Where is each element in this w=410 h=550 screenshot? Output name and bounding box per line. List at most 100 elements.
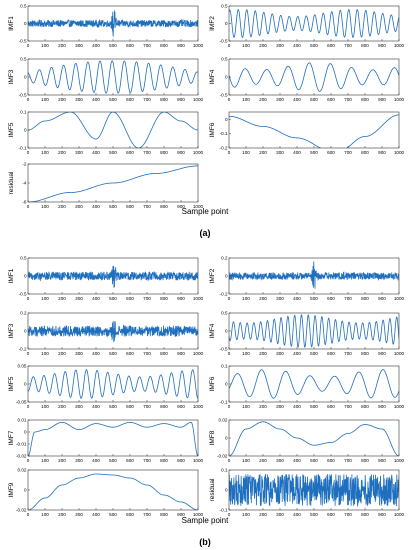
xtick-label: 0 xyxy=(27,150,30,155)
xtick-label: 500 xyxy=(310,97,318,102)
xtick-label: 800 xyxy=(160,97,168,102)
subplot-b-imf4: 0 100 200 300 400 500 600 700 800 900 1000-0.500.5… xyxy=(209,311,405,356)
ytick-label: -0.5 xyxy=(220,93,228,98)
xtick-label: 300 xyxy=(75,404,83,409)
ytick-label: 0.2 xyxy=(20,311,27,316)
xtick-label: 600 xyxy=(126,43,134,48)
xtick-label: 900 xyxy=(177,296,185,301)
xtick-label: 800 xyxy=(160,404,168,409)
xtick-label: 900 xyxy=(177,204,185,209)
ytick-label: 0.5 xyxy=(221,311,228,316)
ylabel-b-imf2: IMF2 xyxy=(209,268,216,283)
xtick-label: 600 xyxy=(126,458,134,463)
xtick-label: 400 xyxy=(92,458,100,463)
ylabel-a-imf6: IMF6 xyxy=(209,122,216,137)
xtick-label: 800 xyxy=(160,458,168,463)
xtick-label: 400 xyxy=(92,512,100,517)
ytick-label: 0 xyxy=(24,488,27,493)
xtick-label: 600 xyxy=(327,296,335,301)
xtick-label: 0 xyxy=(27,204,30,209)
xtick-label: 100 xyxy=(242,458,250,463)
subplot-a-imf4: 0 100 200 300 400 500 600 700 800 900 1000-0.500.5… xyxy=(209,57,405,102)
ytick-label: 0.5 xyxy=(221,57,228,62)
xtick-label: 100 xyxy=(242,351,250,356)
xtick-label: 0 xyxy=(228,150,231,155)
series-line-a-residual xyxy=(28,165,198,202)
ytick-label: -0.01 xyxy=(16,442,27,447)
subplot-b-imf1: 0 100 200 300 400 500 600 700 800 900 1000-0.500.5… xyxy=(8,256,204,301)
xtick-label: 100 xyxy=(242,43,250,48)
xtick-label: 1000 xyxy=(394,296,405,301)
ylabel-b-residual: residual xyxy=(209,478,216,501)
xtick-label: 800 xyxy=(361,150,369,155)
series-line-b-imf7 xyxy=(28,421,198,456)
xtick-label: 300 xyxy=(75,351,83,356)
xtick-label: 400 xyxy=(293,296,301,301)
xtick-label: 300 xyxy=(75,512,83,517)
xtick-label: 400 xyxy=(92,97,100,102)
xtick-label: 300 xyxy=(75,150,83,155)
ytick-label: 0 xyxy=(24,75,27,80)
xtick-label: 400 xyxy=(293,404,301,409)
ytick-label: -0.5 xyxy=(19,93,27,98)
xtick-label: 1000 xyxy=(394,150,405,155)
xtick-label: 700 xyxy=(143,458,151,463)
xtick-label: 0 xyxy=(27,351,30,356)
xtick-label: 0 xyxy=(228,404,231,409)
xtick-label: 100 xyxy=(41,404,49,409)
xtick-label: 1000 xyxy=(394,97,405,102)
xtick-label: 600 xyxy=(327,43,335,48)
ylabel-a-imf3: IMF3 xyxy=(8,69,15,84)
xtick-label: 500 xyxy=(109,43,117,48)
xtick-label: 300 xyxy=(75,296,83,301)
xtick-label: 1000 xyxy=(394,458,405,463)
axes-frame-b-imf6 xyxy=(228,365,400,403)
series-line-a-imf2 xyxy=(229,9,399,38)
series-line-a-imf5 xyxy=(28,112,198,148)
ytick-label: 0.1 xyxy=(20,110,27,115)
xtick-label: 500 xyxy=(109,150,117,155)
ytick-label: 0.02 xyxy=(18,468,27,473)
ytick-label: -2 xyxy=(22,162,27,167)
series-line-b-imf9 xyxy=(28,473,198,510)
xtick-label: 600 xyxy=(126,150,134,155)
xtick-label: 200 xyxy=(259,404,267,409)
xtick-label: 600 xyxy=(126,404,134,409)
xtick-label: 800 xyxy=(361,296,369,301)
axes-frame-a-imf5 xyxy=(27,111,199,149)
ytick-label: 0 xyxy=(225,329,228,334)
xtick-label: 100 xyxy=(242,512,250,517)
xtick-label: 300 xyxy=(276,512,284,517)
xtick-label: 500 xyxy=(109,296,117,301)
xtick-label: 300 xyxy=(75,97,83,102)
xtick-label: 300 xyxy=(276,404,284,409)
ytick-label: -0.02 xyxy=(16,454,27,459)
xtick-label: 800 xyxy=(160,296,168,301)
xtick-label: 400 xyxy=(92,296,100,301)
ytick-label: 0 xyxy=(225,117,228,122)
xtick-label: 500 xyxy=(310,458,318,463)
xtick-label: 700 xyxy=(143,150,151,155)
ylabel-a-residual: residual xyxy=(8,171,15,194)
xtick-label: 200 xyxy=(259,296,267,301)
xtick-label: 1000 xyxy=(193,97,204,102)
ylabel-b-imf4: IMF4 xyxy=(209,323,216,338)
xtick-label: 700 xyxy=(143,43,151,48)
xtick-label: 700 xyxy=(344,296,352,301)
xtick-label: 600 xyxy=(126,204,134,209)
xtick-label: 700 xyxy=(143,351,151,356)
xtick-label: 100 xyxy=(242,296,250,301)
ytick-label: 0.5 xyxy=(20,57,27,62)
xtick-label: 400 xyxy=(293,512,301,517)
xtick-label: 900 xyxy=(177,512,185,517)
xtick-label: 100 xyxy=(41,43,49,48)
ytick-label: 0 xyxy=(225,436,228,441)
xtick-label: 400 xyxy=(293,97,301,102)
xtick-label: 1000 xyxy=(193,404,204,409)
subplot-b-imf6: 0 100 200 300 400 500 600 700 800 900 1000-0.100.1… xyxy=(209,364,405,409)
ytick-label: 0.05 xyxy=(18,364,27,369)
ytick-label: -0.5 xyxy=(19,292,27,297)
ytick-label: 0.2 xyxy=(221,256,228,261)
xtick-label: 900 xyxy=(177,351,185,356)
